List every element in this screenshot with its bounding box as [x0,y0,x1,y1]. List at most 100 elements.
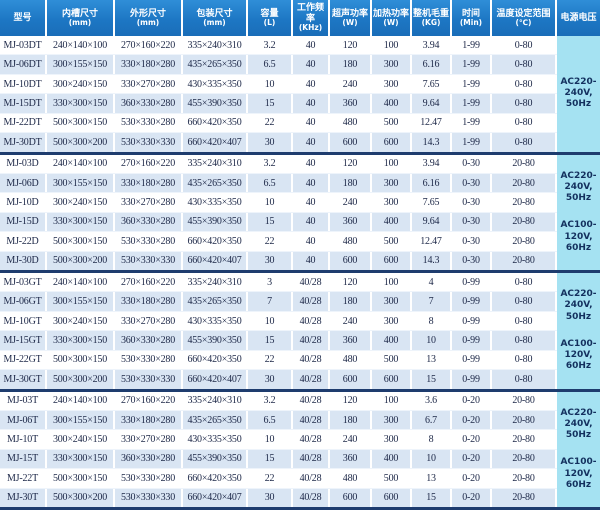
spec-cell: 240×140×100 [47,391,115,410]
column-header-label: 电源电压 [560,12,597,23]
model-cell: MJ-30GT [0,370,47,389]
spec-cell: 100 [372,273,412,292]
spec-cell: 6.16 [412,173,452,193]
table-body: MJ-03DT 240×140×100 270×160×220 335×240×310… [0,36,600,508]
spec-cell: 300×155×150 [47,292,115,311]
spec-cell: 0-20 [452,488,492,508]
spec-cell: 530×330×330 [115,251,183,271]
column-header-label: 超声功率 [331,8,368,19]
spec-cell: 270×160×220 [115,391,183,410]
spec-cell: 1-99 [452,113,492,133]
model-cell: MJ-03DT [0,36,47,55]
spec-cell: 3.2 [248,391,293,410]
spec-cell: 14.3 [412,133,452,152]
spec-cell: 40 [293,74,330,94]
spec-cell: 500 [372,469,412,488]
spec-cell: 330×180×280 [115,410,183,430]
spec-cell: 0-20 [452,449,492,469]
spec-cell: 40/28 [293,430,330,449]
column-header-unit: (KG) [421,17,441,27]
spec-cell: 14.3 [412,251,452,271]
model-group: MJ-03D 240×140×100 270×160×220 335×240×310 3… [0,154,600,273]
spec-cell: 530×330×330 [115,370,183,389]
spec-cell: 330×270×280 [115,193,183,212]
spec-cell: 430×335×350 [183,311,248,331]
column-header-label: 外形尺寸 [129,8,166,19]
spec-cell: 335×240×310 [183,273,248,292]
spec-cell: 530×330×280 [115,113,183,133]
model-cell: MJ-10GT [0,311,47,331]
table-row: MJ-22D 500×300×150 530×330×280 660×420×350 2… [0,232,557,252]
spec-cell: 40/28 [293,292,330,311]
spec-cell: 660×420×407 [183,488,248,508]
spec-cell: 4 [412,273,452,292]
spec-cell: 20-80 [492,469,557,488]
spec-cell: 40 [293,173,330,193]
spec-cell: 20-80 [492,449,557,469]
spec-cell: 480 [330,113,372,133]
spec-cell: 530×330×330 [115,133,183,152]
spec-cell: 40 [293,94,330,113]
spec-cell: 300×240×150 [47,193,115,212]
spec-cell: 240 [330,430,372,449]
table-row: MJ-22GT 500×300×150 530×330×280 660×420×350… [0,350,557,371]
spec-cell: 330×270×280 [115,430,183,449]
table-row: MJ-30DT 500×300×200 530×330×330 660×420×407… [0,133,557,152]
spec-cell: 330×300×150 [47,449,115,469]
model-cell: MJ-22DT [0,113,47,133]
spec-cell: 330×180×280 [115,173,183,193]
spec-cell: 330×270×280 [115,74,183,94]
spec-cell: 300×240×150 [47,74,115,94]
spec-cell: 360 [330,449,372,469]
spec-cell: 180 [330,410,372,430]
model-group: MJ-03T 240×140×100 270×160×220 335×240×310 3… [0,391,600,508]
spec-cell: 20-80 [492,193,557,212]
spec-cell: 20-80 [492,410,557,430]
column-header-ultrasonic-power: 超声功率 (W) [330,0,372,36]
spec-cell: 0-30 [452,251,492,271]
spec-cell: 660×420×350 [183,350,248,370]
spec-cell: 500 [372,232,412,251]
column-header-label: 包装尺寸 [196,8,233,19]
voltage-entry: AC220- 240V, 50Hz [560,170,597,204]
spec-cell: 0-80 [492,133,557,152]
spec-cell: 0-80 [492,74,557,94]
spec-cell: 20-80 [492,488,557,508]
spec-cell: 500×300×150 [47,113,115,133]
spec-cell: 40/28 [293,391,330,410]
spec-cell: 20-80 [492,173,557,193]
spec-cell: 300×155×150 [47,410,115,430]
spec-cell: 0-80 [492,311,557,331]
spec-cell: 120 [330,154,372,173]
spec-cell: 3.94 [412,154,452,173]
column-header-unit: (W) [342,17,358,27]
spec-cell: 10 [248,430,293,449]
spec-cell: 400 [372,94,412,113]
model-group-rows: MJ-03T 240×140×100 270×160×220 335×240×310 3… [0,391,557,508]
spec-cell: 30 [248,488,293,508]
spec-cell: 0-99 [452,292,492,311]
spec-cell: 40/28 [293,370,330,389]
spec-cell: 15 [412,370,452,389]
spec-cell: 0-80 [492,55,557,74]
spec-cell: 500 [372,113,412,133]
spec-cell: 330×300×150 [47,94,115,113]
spec-cell: 530×330×280 [115,469,183,488]
model-cell: MJ-22D [0,232,47,251]
spec-cell: 300 [372,430,412,449]
spec-cell: 100 [372,36,412,55]
spec-cell: 300 [372,55,412,74]
spec-cell: 180 [330,55,372,74]
spec-cell: 9.64 [412,212,452,232]
model-cell: MJ-03T [0,391,47,410]
spec-cell: 7 [248,292,293,311]
spec-cell: 15 [248,449,293,469]
spec-cell: 22 [248,113,293,133]
column-header-label: 内槽尺寸 [61,8,98,19]
spec-cell: 0-80 [492,292,557,311]
spec-cell: 500×300×150 [47,350,115,370]
spec-cell: 360×330×280 [115,449,183,469]
spec-cell: 660×420×407 [183,251,248,271]
spec-cell: 40/28 [293,449,330,469]
spec-cell: 13 [412,350,452,370]
